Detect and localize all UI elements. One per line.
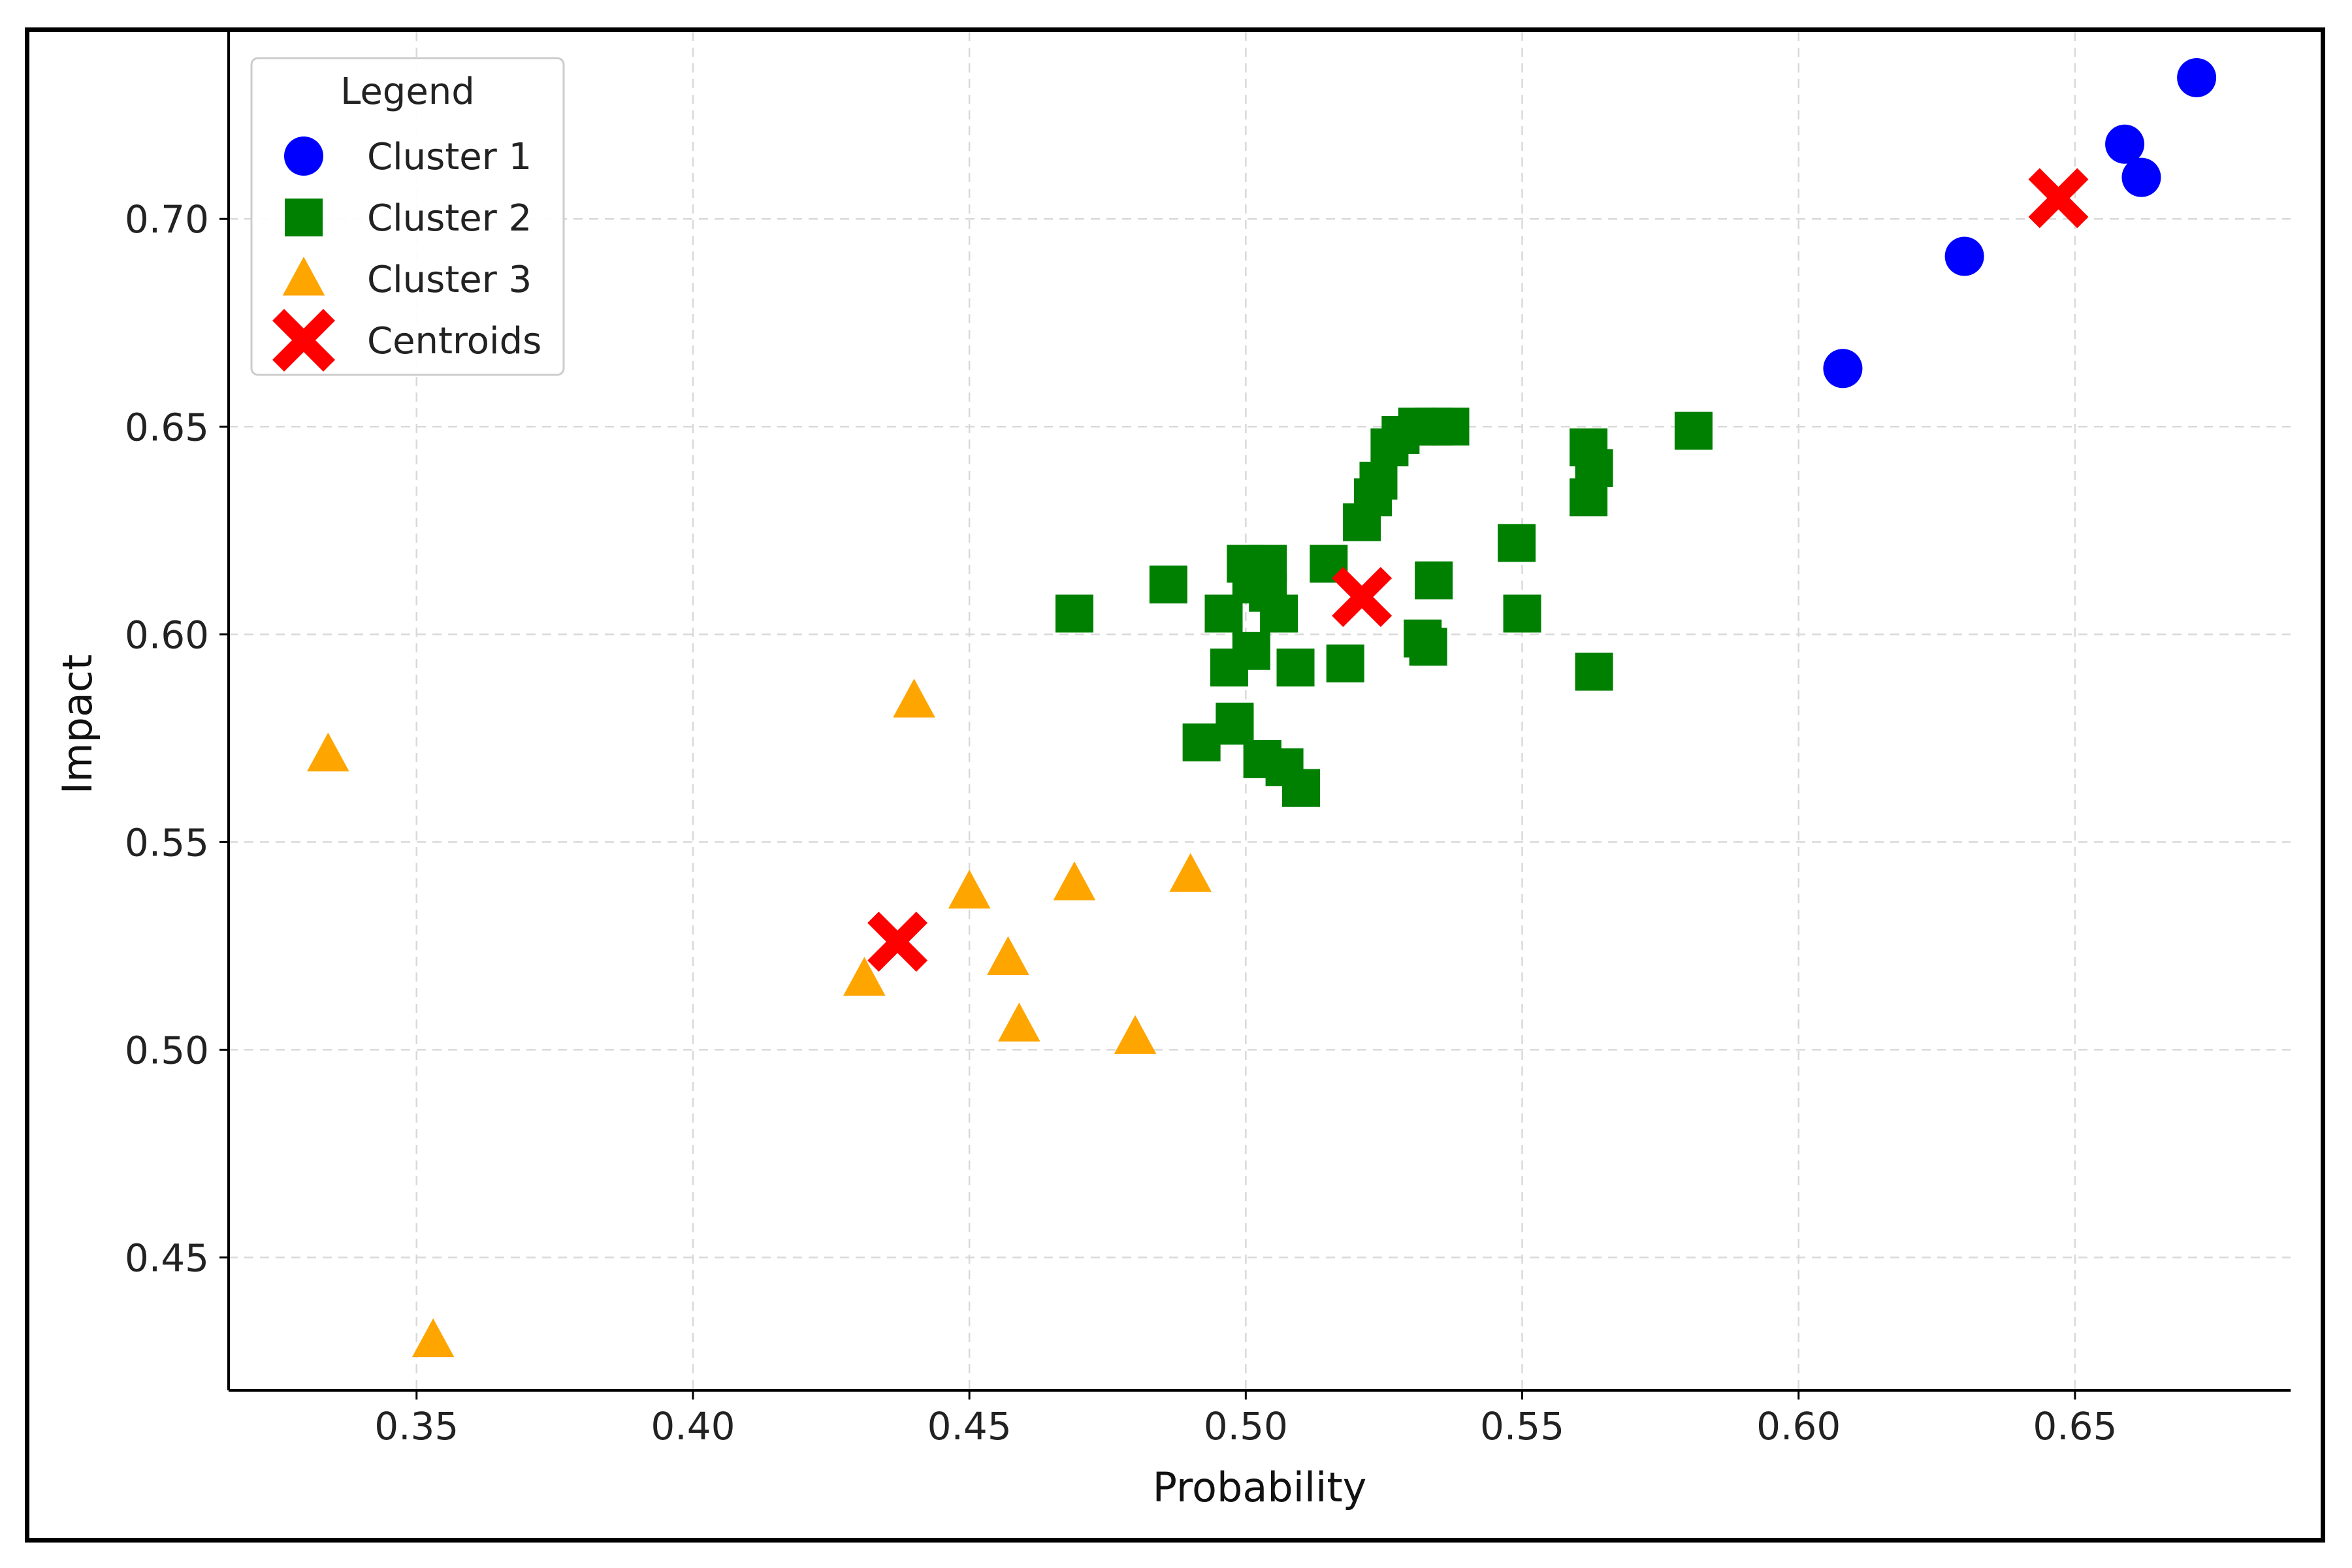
x-tick-label: 0.50 <box>1204 1404 1288 1448</box>
legend-title: Legend <box>340 71 475 113</box>
figure-frame: 0.35 0.40 0.45 0.50 0.55 0.60 0.65 0.45 0.50 0.5… <box>25 27 2325 1543</box>
cluster-3-point <box>411 1318 455 1358</box>
x-tick-label: 0.60 <box>1756 1404 1841 1448</box>
x-axis-ticks: 0.35 0.40 0.45 0.50 0.55 0.60 0.65 <box>229 1389 2291 1448</box>
legend-marker-2 <box>285 199 323 236</box>
cluster-1-point <box>1823 349 1863 389</box>
legend-marker-4 <box>272 309 335 372</box>
cluster-2-point <box>1431 408 1470 446</box>
cluster-2-point <box>1232 632 1270 670</box>
cluster-2-point <box>1055 594 1093 633</box>
legend-marker-3 <box>282 257 325 296</box>
y-tick-label: 0.65 <box>125 405 209 449</box>
cluster-1-point <box>2105 124 2145 164</box>
cluster-2-point <box>1216 702 1254 741</box>
legend-marker-1 <box>284 136 323 176</box>
cluster-3-point <box>1053 861 1096 901</box>
x-tick-label: 0.40 <box>651 1404 735 1448</box>
y-tick-label: 0.55 <box>125 820 209 865</box>
x-tick-label: 0.45 <box>927 1404 1012 1448</box>
cluster-3-point <box>307 732 349 772</box>
cluster-2-point <box>1415 561 1453 600</box>
legend-label: Centroids <box>367 320 541 362</box>
cluster-2-point <box>1359 461 1398 500</box>
centroid-marker <box>867 912 928 972</box>
y-tick-label: 0.70 <box>125 197 209 242</box>
cluster-2-point <box>1503 594 1541 633</box>
x-tick-label: 0.65 <box>2033 1404 2117 1448</box>
cluster-3-point <box>843 957 886 996</box>
y-axis-label: Impact <box>54 654 101 794</box>
cluster-2-point <box>1182 723 1221 761</box>
data-points <box>307 57 2217 1358</box>
legend-label: Cluster 3 <box>367 259 532 301</box>
scatter-chart: 0.35 0.40 0.45 0.50 0.55 0.60 0.65 0.45 0.50 0.5… <box>54 32 2291 1511</box>
cluster-2-point <box>1674 411 1713 450</box>
y-tick-label: 0.60 <box>125 613 209 657</box>
legend: Legend Cluster 1 Cluster 2 Cluster 3 Centroi… <box>250 57 565 376</box>
x-axis-label: Probability <box>1153 1464 1367 1511</box>
cluster-2-point <box>1575 652 1613 691</box>
y-tick-label: 0.45 <box>125 1236 209 1280</box>
cluster-1-point <box>1944 236 1984 276</box>
legend-label: Cluster 1 <box>367 136 532 178</box>
cluster-1-point <box>2121 157 2161 197</box>
centroid-marker <box>2028 168 2089 229</box>
x-tick-label: 0.55 <box>1480 1404 1564 1448</box>
cluster-2-point <box>1149 565 1187 603</box>
grid <box>229 32 2291 1390</box>
y-tick-label: 0.50 <box>125 1028 209 1072</box>
cluster-2-point <box>1276 648 1315 687</box>
cluster-3-point <box>1114 1015 1157 1054</box>
cluster-2-point <box>1249 573 1287 612</box>
cluster-2-point <box>1281 769 1320 807</box>
cluster-2-point <box>1570 478 1608 517</box>
cluster-1-point <box>2177 57 2217 97</box>
legend-box <box>250 57 565 376</box>
legend-label: Cluster 2 <box>367 197 532 240</box>
x-tick-label: 0.35 <box>374 1404 459 1448</box>
cluster-3-point <box>998 1002 1040 1042</box>
cluster-3-point <box>1169 853 1212 892</box>
y-axis-ticks: 0.45 0.50 0.55 0.60 0.65 0.70 <box>125 32 230 1390</box>
cluster-3-point <box>948 869 991 909</box>
cluster-2-point <box>1409 628 1447 666</box>
cluster-3-point <box>987 936 1029 975</box>
cluster-2-point <box>1498 524 1536 562</box>
cluster-3-point <box>893 679 935 718</box>
cluster-2-point <box>1326 644 1364 682</box>
centroid-marker <box>1332 567 1393 628</box>
